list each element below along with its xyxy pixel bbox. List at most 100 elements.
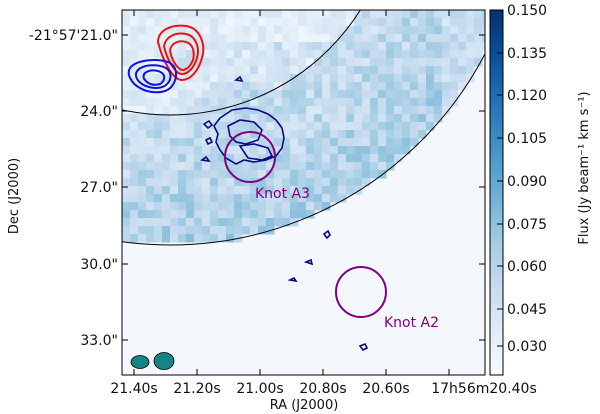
heatmap-pixel [370,50,379,59]
heatmap-pixel [282,178,291,187]
heatmap-pixel [322,194,331,203]
heatmap-pixel [130,50,139,59]
heatmap-pixel [178,90,187,99]
heatmap-pixel [146,42,155,51]
heatmap-pixel [338,10,347,19]
heatmap-pixel [234,58,243,67]
heatmap-pixel [370,34,379,43]
heatmap-pixel [290,26,299,35]
heatmap-pixel [178,162,187,171]
heatmap-pixel [314,98,323,107]
heatmap-pixel [194,170,203,179]
heatmap-pixel [202,210,211,219]
heatmap-pixel [266,162,275,171]
heatmap-pixel [410,90,419,99]
heatmap-pixel [338,162,347,171]
heatmap-pixel [178,18,187,27]
heatmap-pixel [170,98,179,107]
heatmap-pixel [426,122,435,131]
heatmap-pixel [330,114,339,123]
heatmap-pixel [234,186,243,195]
heatmap-pixel [394,138,403,147]
heatmap-pixel [138,90,147,99]
heatmap-pixel [162,130,171,139]
heatmap-pixel [186,178,195,187]
heatmap-pixel [394,146,403,155]
heatmap-pixel [130,130,139,139]
heatmap-pixel [258,58,267,67]
heatmap-pixel [346,98,355,107]
heatmap-pixel [354,58,363,67]
heatmap-pixel [202,26,211,35]
heatmap-pixel [250,90,259,99]
heatmap-pixel [250,210,259,219]
heatmap-pixel [482,34,485,43]
heatmap-pixel [370,106,379,115]
heatmap-pixel [298,130,307,139]
heatmap-pixel [202,58,211,67]
heatmap-pixel [194,66,203,75]
heatmap-pixel [186,42,195,51]
heatmap-pixel [378,50,387,59]
heatmap-pixel [138,170,147,179]
heatmap-pixel [202,130,211,139]
heatmap-pixel [306,162,315,171]
heatmap-pixel [394,130,403,139]
heatmap-pixel [298,138,307,147]
heatmap-pixel [274,10,283,19]
heatmap-pixel [362,146,371,155]
heatmap-pixel [226,162,235,171]
heatmap-pixel [354,154,363,163]
heatmap-pixel [202,218,211,227]
heatmap-pixel [202,50,211,59]
heatmap-pixel [138,10,147,19]
heatmap-pixel [162,122,171,131]
heatmap-pixel [442,50,451,59]
heatmap-pixel [178,146,187,155]
colorbar-tick-label: 0.060 [507,259,547,275]
heatmap-pixel [426,98,435,107]
heatmap-pixel [466,34,475,43]
heatmap-pixel [378,74,387,83]
heatmap-pixel [362,74,371,83]
heatmap-pixel [274,162,283,171]
heatmap-pixel [474,10,483,19]
heatmap-pixel [122,98,131,107]
heatmap-pixel [186,186,195,195]
heatmap-pixel [186,18,195,27]
heatmap-pixel [194,162,203,171]
heatmap-pixel [370,42,379,51]
heatmap-pixel [218,90,227,99]
heatmap-pixel [234,154,243,163]
heatmap-pixel [362,18,371,27]
heatmap-pixel [474,34,483,43]
heatmap-pixel [122,146,131,155]
heatmap-pixel [162,194,171,203]
heatmap-pixel [402,130,411,139]
heatmap-pixel [274,178,283,187]
heatmap-pixel [154,194,163,203]
heatmap-pixel [290,98,299,107]
heatmap-pixel [450,66,459,75]
heatmap-pixel [170,122,179,131]
heatmap-pixel [306,170,315,179]
heatmap-pixel [274,194,283,203]
heatmap-pixel [426,90,435,99]
heatmap-pixel [122,114,131,123]
heatmap-pixel [434,10,443,19]
heatmap-pixel [442,66,451,75]
heatmap-pixel [218,18,227,27]
heatmap-pixel [474,18,483,27]
heatmap-pixel [394,58,403,67]
heatmap-pixel [474,42,483,51]
heatmap-pixel [146,90,155,99]
heatmap-pixel [306,194,315,203]
heatmap-pixel [130,154,139,163]
heatmap-pixel [194,146,203,155]
heatmap-pixel [306,138,315,147]
heatmap-pixel [202,178,211,187]
heatmap-pixel [274,18,283,27]
heatmap-pixel [154,210,163,219]
heatmap-pixel [330,170,339,179]
heatmap-pixel [226,10,235,19]
